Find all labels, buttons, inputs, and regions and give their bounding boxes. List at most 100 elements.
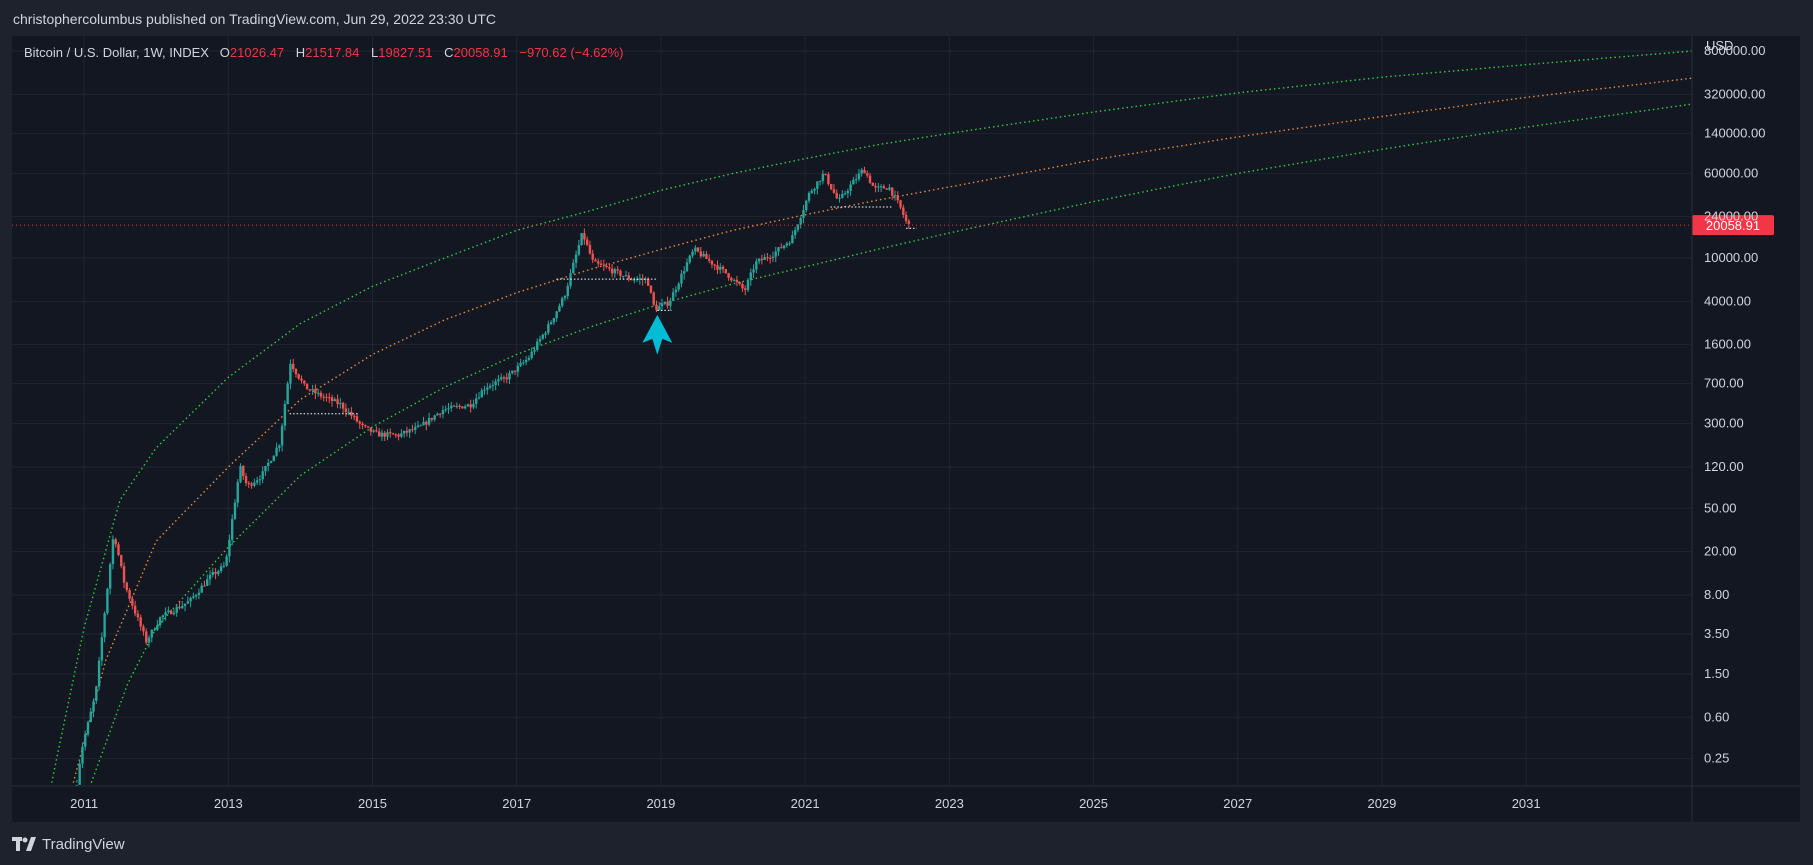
candle-body — [108, 564, 112, 589]
candle-body — [217, 571, 220, 574]
candle-body — [638, 278, 642, 280]
candle-body — [732, 279, 736, 281]
candle-body — [646, 278, 650, 286]
candle-body — [513, 370, 517, 372]
candle-body — [763, 257, 766, 260]
price-chart[interactable]: 20058.91 800000.00 320000.00 140000.00 6000… — [12, 36, 1800, 822]
candle-body — [802, 210, 805, 219]
candle-body — [694, 247, 697, 252]
candle-body — [843, 193, 847, 195]
x-tick-label: 2015 — [358, 796, 387, 811]
x-tick-label: 2021 — [791, 796, 820, 811]
high-value: 21517.84 — [305, 45, 360, 60]
candle-body — [222, 565, 226, 567]
current-price-tag — [1692, 215, 1774, 236]
candle-body — [267, 462, 270, 466]
candle-body — [805, 200, 808, 211]
candle-body — [827, 174, 830, 185]
candle-body — [183, 603, 187, 606]
candle-body — [147, 637, 151, 643]
candle-body — [194, 594, 198, 597]
candle-body — [433, 415, 436, 420]
candle-body — [744, 288, 747, 290]
candle-body — [158, 617, 162, 626]
candle-body — [608, 267, 611, 269]
ohlc-legend: Bitcoin / U.S. Dollar, 1W, INDEX O21026.… — [24, 45, 631, 60]
candle-body — [405, 430, 409, 433]
x-tick-label: 2013 — [214, 796, 243, 811]
candle-body — [683, 271, 686, 274]
candle-body — [860, 169, 863, 174]
candle-body — [669, 300, 672, 306]
candle-body — [153, 629, 156, 631]
candle-body — [727, 273, 730, 278]
candle-body — [447, 408, 450, 410]
candle-body — [186, 601, 190, 604]
candles — [75, 166, 911, 786]
x-tick-label: 2029 — [1367, 796, 1396, 811]
candle-body — [375, 430, 378, 432]
candle-body — [389, 432, 392, 434]
candle-body — [269, 461, 273, 463]
symbol-label[interactable]: Bitcoin / U.S. Dollar, 1W, INDEX — [24, 45, 209, 60]
footer-brand[interactable]: TradingView — [12, 830, 125, 858]
candle-body — [627, 275, 630, 280]
candle-body — [275, 447, 278, 456]
candle-body — [411, 429, 414, 431]
current-price-line: 20058.91 — [12, 215, 1774, 236]
candle-body — [685, 262, 689, 272]
band-middle — [73, 78, 1692, 783]
candle-body — [397, 434, 400, 437]
x-tick-label: 2017 — [502, 796, 531, 811]
candle-body — [491, 385, 495, 387]
candle-body — [879, 186, 883, 188]
candle-body — [253, 482, 256, 486]
candle-body — [544, 332, 547, 335]
open-value: 21026.47 — [229, 45, 285, 60]
candle-body — [386, 432, 389, 437]
candle-body — [81, 746, 84, 764]
candle-body — [78, 763, 81, 785]
close-value: 20058.91 — [453, 45, 508, 60]
candle-body — [469, 404, 472, 408]
candle-body — [380, 432, 384, 437]
candle-body — [200, 585, 203, 593]
candle-body — [877, 186, 880, 188]
candle-body — [89, 711, 92, 722]
candle-body — [527, 357, 531, 360]
candle-body — [353, 415, 356, 417]
candle-body — [280, 425, 284, 446]
candle-body — [577, 245, 581, 255]
candle-body — [724, 269, 728, 274]
y-tick-label: 120.00 — [1704, 459, 1744, 474]
candle-body — [192, 596, 195, 598]
x-tick-label: 2019 — [646, 796, 675, 811]
candle-body — [793, 229, 797, 236]
candle-body — [899, 200, 902, 208]
candle-body — [452, 405, 456, 407]
candle-body — [868, 175, 872, 183]
chart-frame[interactable]: 20058.91 800000.00 320000.00 140000.00 6000… — [12, 36, 1800, 822]
candle-body — [341, 402, 345, 409]
candle-body — [774, 251, 777, 257]
candle-body — [336, 399, 339, 404]
candle-body — [849, 184, 852, 191]
x-tick-label: 2011 — [70, 796, 98, 811]
candle-body — [508, 373, 511, 380]
x-tick-label: 2025 — [1079, 796, 1108, 811]
candle-body — [558, 305, 561, 312]
candle-body — [430, 417, 434, 420]
candle-body — [538, 338, 542, 342]
candle-body — [427, 417, 431, 425]
candle-body — [486, 387, 489, 390]
candle-body — [292, 363, 295, 370]
candle-body — [181, 605, 184, 609]
candle-body — [613, 269, 617, 274]
candle-body — [719, 266, 722, 270]
candle-body — [499, 377, 503, 380]
candle-body — [522, 362, 525, 364]
y-tick-label: 0.25 — [1704, 751, 1729, 766]
candle-body — [530, 351, 533, 358]
candle-body — [394, 434, 398, 436]
publisher-line: christophercolumbus published on Trading… — [13, 11, 497, 27]
